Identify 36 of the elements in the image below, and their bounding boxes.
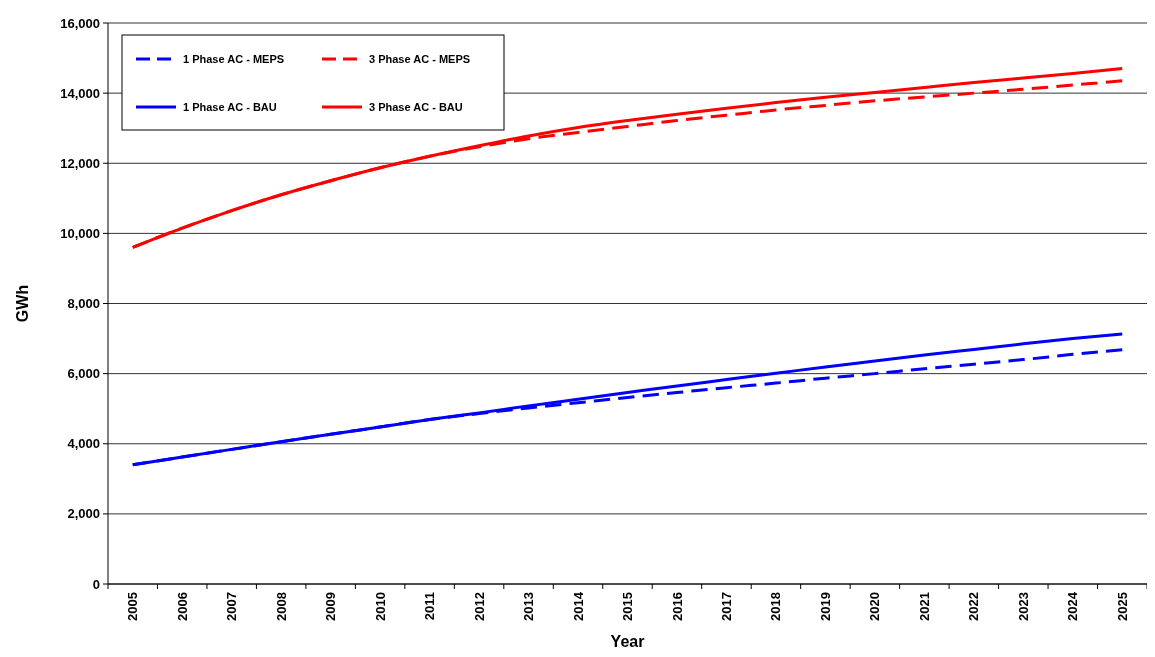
x-tick-label: 2025 <box>1114 592 1130 621</box>
x-tick-label: 2022 <box>966 592 982 621</box>
y-tick-label: 2,000 <box>67 506 100 522</box>
y-axis-title: GWh <box>14 284 31 323</box>
x-tick-label: 2005 <box>125 592 141 621</box>
x-tick-label: 2006 <box>174 592 190 621</box>
x-tick-label: 2015 <box>620 592 636 621</box>
y-tick-label: 10,000 <box>60 225 100 241</box>
y-tick-label: 16,000 <box>60 15 100 31</box>
x-tick-label: 2023 <box>1015 592 1031 621</box>
x-tick-label: 2009 <box>323 592 339 621</box>
x-tick-label: 2011 <box>422 592 438 621</box>
x-tick-label: 2007 <box>224 592 240 621</box>
y-tick-label: 6,000 <box>67 366 100 382</box>
y-tick-label: 12,000 <box>60 155 100 171</box>
y-tick-label: 0 <box>92 576 100 592</box>
x-tick-label: 2014 <box>570 591 586 621</box>
legend-label: 3 Phase AC - MEPS <box>369 52 471 65</box>
legend-label: 1 Phase AC - BAU <box>183 100 277 113</box>
x-tick-label: 2010 <box>372 592 388 621</box>
x-tick-label: 2017 <box>719 592 734 621</box>
x-tick-label: 2020 <box>867 592 883 621</box>
legend-label: 3 Phase AC - BAU <box>369 100 463 113</box>
x-tick-label: 2021 <box>916 592 932 621</box>
x-tick-label: 2024 <box>1065 591 1081 621</box>
x-tick-label: 2019 <box>817 592 833 621</box>
x-tick-label: 2008 <box>273 592 289 621</box>
y-tick-label: 8,000 <box>67 296 100 312</box>
x-tick-label: 2016 <box>669 592 685 621</box>
y-tick-label: 14,000 <box>60 85 100 101</box>
x-axis-title: Year <box>610 633 645 650</box>
y-tick-label: 4,000 <box>67 436 100 452</box>
x-tick-label: 2013 <box>521 592 537 621</box>
x-tick-label: 2012 <box>471 592 487 621</box>
x-tick-label: 2018 <box>768 592 784 621</box>
legend-label: 1 Phase AC - MEPS <box>183 52 285 65</box>
